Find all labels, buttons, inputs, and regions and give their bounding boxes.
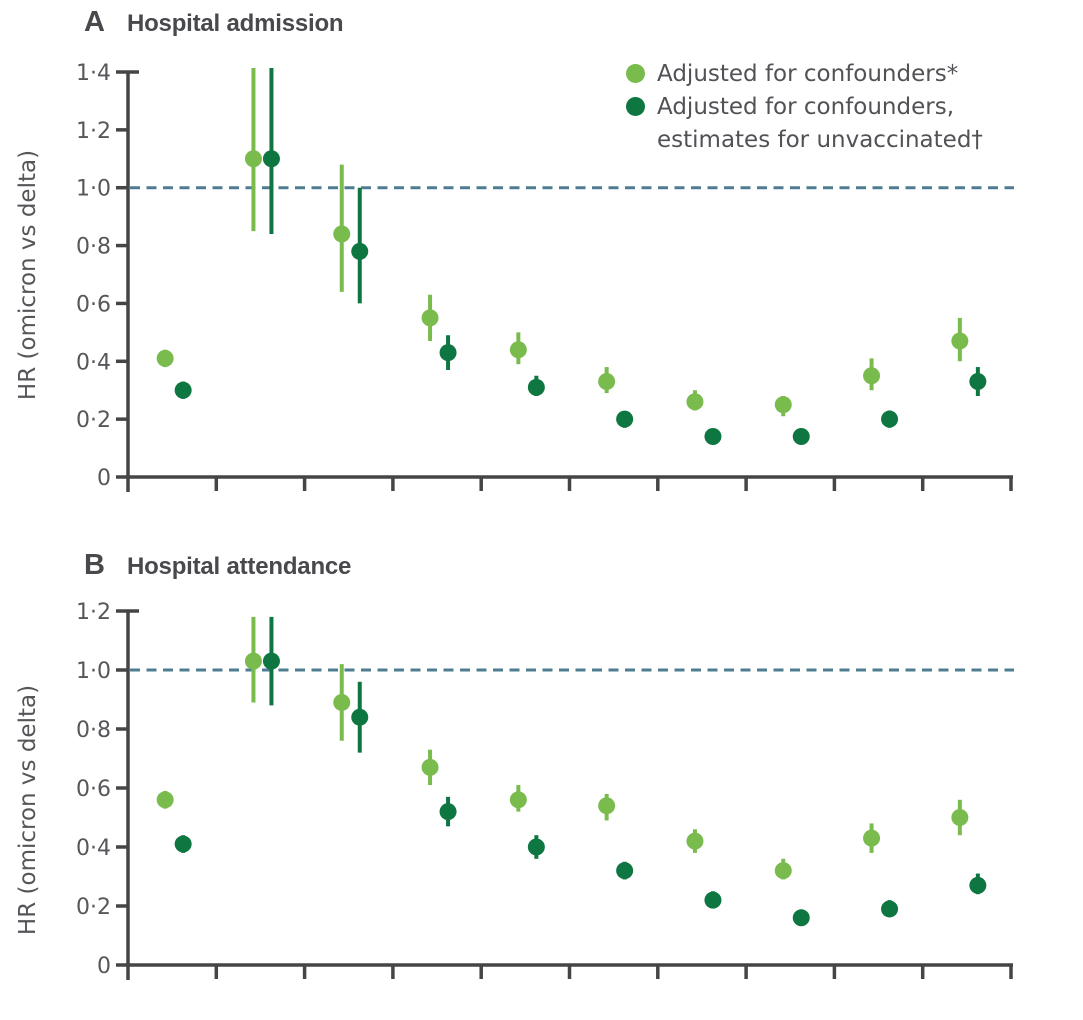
hr-point [156,791,174,809]
hr-point [616,862,634,880]
hr-point [686,393,704,411]
series-adjusted [156,68,969,417]
panel-a-y-axis-title: HR (omicron vs delta) [15,149,41,401]
hr-point [969,876,987,894]
hr-point [527,378,545,396]
y-tick-label: 0·8 [76,718,111,743]
panel-b-letter: B [84,549,105,581]
y-tick-label: 0 [97,466,111,491]
y-tick-label: 0·2 [76,895,111,920]
hr-point [598,373,616,391]
hr-point [792,909,810,927]
legend: Adjusted for confounders* Adjusted for c… [626,57,983,156]
hr-point [333,225,351,243]
hr-point [863,829,881,847]
hr-point [704,891,722,909]
y-tick-label: 0 [97,954,111,979]
hr-point [792,428,810,445]
y-tick-label: 0·6 [76,292,111,317]
panel-a-title: Hospital admission [126,10,344,37]
legend-dot-dark-green-icon [626,97,645,116]
hr-point [509,791,527,809]
legend-label-adjusted: Adjusted for confounders* [657,60,959,87]
series-unvaccinated [174,68,987,445]
panel-b-title: Hospital attendance [126,553,352,580]
legend-label-unvaccinated-line2: estimates for unvaccinated† [657,126,983,153]
series-unvaccinated [174,616,987,927]
legend-item-unvaccinated-cont: estimates for unvaccinated† [626,123,983,156]
legend-item-adjusted: Adjusted for confounders* [626,57,983,90]
axes [116,609,1013,980]
hr-point [686,832,704,850]
y-tick-label: 0·4 [76,836,111,861]
hr-point [439,803,457,821]
panel-a-letter: A [84,6,105,38]
hr-point [881,410,899,428]
hr-point [509,341,527,359]
legend-dot-light-green-icon [626,64,645,83]
panel-b-plot: 0 0·2 0·4 0·6 0·8 1·0 1·2 [76,600,1014,980]
panel-b-y-axis-title: HR (omicron vs delta) [15,684,41,936]
panel-a-plot: 0 0·2 0·4 0·6 0·8 1·0 1·2 1·4 [76,61,1014,492]
y-tick-label: 1·2 [76,119,111,144]
hr-point [863,367,881,385]
hr-point [351,242,369,260]
y-tick-label: 0·4 [76,350,111,375]
y-tick-label: 1·0 [76,659,111,684]
panel-a-header: A Hospital admission [84,6,344,39]
hr-point [262,150,280,168]
y-tick-label: 1·2 [76,600,111,625]
hr-point [598,797,616,815]
hr-point [174,835,192,853]
legend-label-unvaccinated-line1: Adjusted for confounders, [657,93,955,120]
y-tick-label: 0·6 [76,777,111,802]
y-tick-label: 1·0 [76,177,111,202]
hr-point [704,428,722,445]
legend-spacer [626,130,645,149]
hr-point [333,693,351,711]
hr-point [244,150,262,168]
legend-item-unvaccinated: Adjusted for confounders, [626,90,983,123]
hr-point [421,309,439,327]
hr-point [439,344,457,362]
y-tick-label: 0·8 [76,235,111,260]
series-adjusted [156,616,969,880]
y-tick-label: 0·2 [76,408,111,433]
hr-point [951,332,969,350]
hr-point [774,862,792,880]
y-tick-label: 1·4 [76,61,111,86]
hr-point [174,381,192,399]
hr-point [969,373,987,391]
panel-b-header: B Hospital attendance [84,549,351,582]
hr-point [881,900,899,918]
hr-point [951,809,969,826]
hr-point [262,652,280,670]
hr-point [774,396,792,414]
hr-point [616,410,634,428]
hr-point [421,758,439,776]
hr-point [351,708,369,726]
hr-point [156,349,174,367]
axes [116,70,1013,492]
hr-point [244,652,262,670]
hr-point [527,838,545,856]
